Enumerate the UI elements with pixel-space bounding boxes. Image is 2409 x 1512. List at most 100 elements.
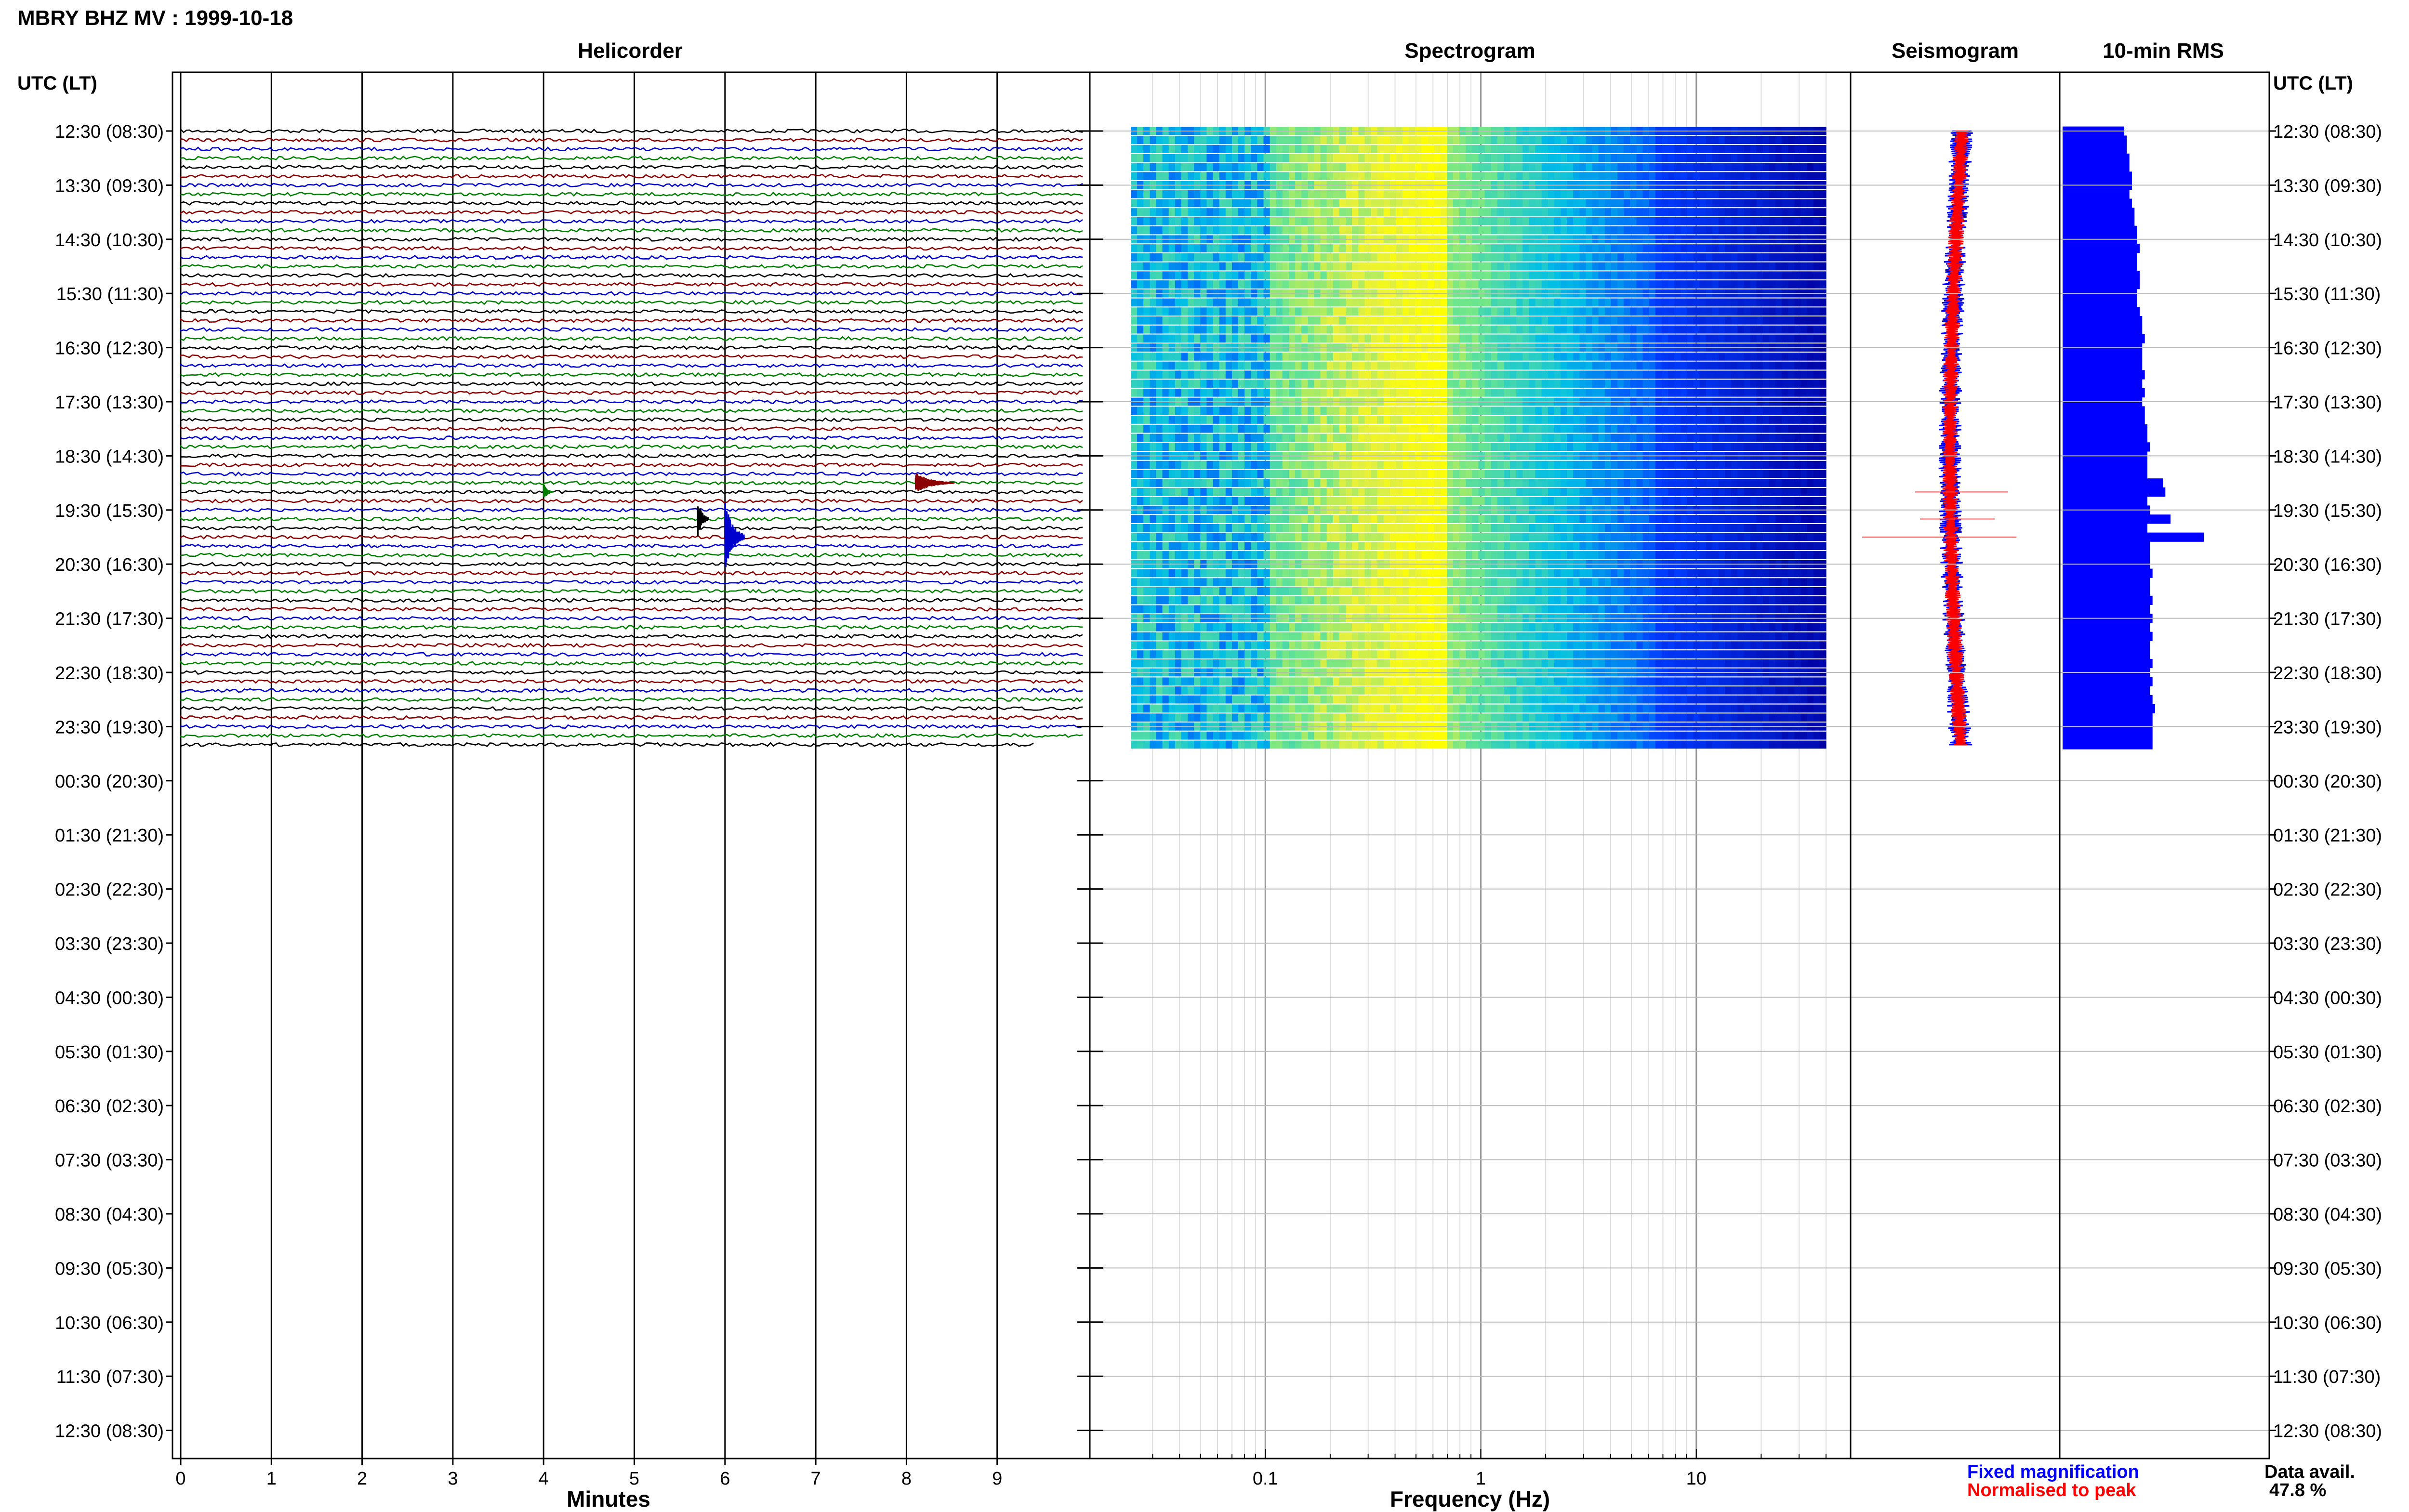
spectrogram-cell (1548, 271, 1555, 280)
spectrogram-cell (1143, 244, 1150, 252)
spectrogram-cell (1782, 353, 1788, 361)
spectrogram-cell (1573, 515, 1580, 523)
spectrogram-cell (1371, 280, 1378, 289)
spectrogram-cell (1478, 407, 1485, 415)
spectrogram-cell (1466, 407, 1472, 415)
spectrogram-cell (1800, 407, 1808, 415)
spectrogram-cell (1206, 479, 1214, 487)
spectrogram-cell (1586, 370, 1593, 379)
spectrogram-cell (1661, 316, 1668, 325)
spectrogram-cell (1769, 226, 1776, 235)
spectrogram-cell (1529, 298, 1536, 307)
spectrogram-cell (1750, 217, 1757, 225)
spectrogram-cell (1459, 380, 1466, 388)
spectrogram-cell (1339, 434, 1346, 442)
spectrogram-cell (1598, 443, 1605, 451)
spectrogram-cell (1668, 460, 1675, 469)
spectrogram-cell (1800, 307, 1808, 316)
spectrogram-cell (1263, 172, 1271, 180)
spectrogram-cell (1655, 262, 1662, 271)
spectrogram-cell (1567, 226, 1574, 235)
spectrogram-cell (1693, 244, 1700, 252)
spectrogram-cell (1522, 199, 1529, 208)
spectrogram-cell (1434, 388, 1441, 397)
spectrogram-cell (1762, 154, 1770, 162)
spectrogram-cell (1466, 253, 1472, 262)
spectrogram-cell (1396, 172, 1403, 180)
spectrogram-cell (1194, 353, 1201, 361)
spectrogram-cell (1800, 388, 1808, 397)
spectrogram-cell (1257, 316, 1264, 325)
spectrogram-cell (1143, 460, 1150, 469)
spectrogram-cell (1573, 443, 1580, 451)
spectrogram-cell (1421, 443, 1429, 451)
spectrogram-cell (1478, 443, 1485, 451)
spectrogram-cell (1409, 316, 1416, 325)
spectrogram-cell (1301, 443, 1308, 451)
spectrogram-cell (1238, 479, 1245, 487)
spectrogram-cell (1478, 515, 1485, 523)
spectrogram-cell (1213, 479, 1220, 487)
spectrogram-cell (1807, 145, 1814, 153)
spectrogram-cell (1750, 353, 1757, 361)
spectrogram-cell (1649, 416, 1656, 424)
spectrogram-cell (1586, 515, 1593, 523)
spectrogram-cell (1522, 253, 1529, 262)
spectrogram-cell (1681, 488, 1687, 496)
spectrogram-cell (1642, 470, 1650, 478)
spectrogram-cell (1497, 298, 1504, 307)
spectrogram-cell (1630, 280, 1637, 289)
spectrogram-cell (1396, 361, 1403, 370)
spectrogram-cell (1371, 217, 1378, 225)
spectrogram-cell (1573, 172, 1580, 180)
spectrogram-cell (1561, 145, 1567, 153)
spectrogram-cell (1396, 298, 1403, 307)
spectrogram-cell (1535, 443, 1542, 451)
spectrogram-cell (1181, 253, 1188, 262)
spectrogram-cell (1200, 443, 1207, 451)
spectrogram-cell (1200, 388, 1207, 397)
spectrogram-cell (1624, 424, 1630, 433)
spectrogram-cell (1649, 316, 1656, 325)
spectrogram-cell (1737, 262, 1744, 271)
spectrogram-cell (1725, 226, 1732, 235)
spectrogram-cell (1813, 316, 1820, 325)
spectrogram-cell (1409, 470, 1416, 478)
spectrogram-cell (1143, 172, 1150, 180)
spectrogram-cell (1800, 424, 1808, 433)
spectrogram-cell (1604, 154, 1612, 162)
spectrogram-cell (1314, 380, 1321, 388)
spectrogram-cell (1807, 154, 1814, 162)
spectrogram-cell (1484, 199, 1492, 208)
spectrogram-cell (1289, 226, 1296, 235)
spectrogram-cell (1364, 488, 1372, 496)
spectrogram-cell (1819, 407, 1827, 415)
spectrogram-cell (1453, 280, 1460, 289)
spectrogram-cell (1548, 172, 1555, 180)
helicorder-trace (180, 255, 1083, 260)
spectrogram-cell (1263, 244, 1271, 252)
spectrogram-cell (1744, 244, 1751, 252)
spectrogram-cell (1642, 145, 1650, 153)
spectrogram-cell (1200, 172, 1207, 180)
spectrogram-cell (1333, 136, 1340, 145)
spectrogram-cell (1409, 262, 1416, 271)
spectrogram-cell (1706, 361, 1713, 370)
spectrogram-cell (1219, 226, 1226, 235)
spectrogram-cell (1579, 353, 1587, 361)
spectrogram-cell (1459, 325, 1466, 334)
spectrogram-cell (1244, 407, 1251, 415)
spectrogram-cell (1440, 217, 1447, 225)
spectrogram-cell (1446, 244, 1454, 252)
spectrogram-cell (1314, 163, 1321, 171)
spectrogram-cell (1219, 253, 1226, 262)
spectrogram-cell (1668, 325, 1675, 334)
spectrogram-cell (1364, 434, 1372, 442)
spectrogram-cell (1668, 280, 1675, 289)
spectrogram-cell (1162, 353, 1169, 361)
spectrogram-cell (1813, 145, 1820, 153)
spectrogram-cell (1263, 190, 1271, 198)
spectrogram-cell (1213, 199, 1220, 208)
spectrogram-cell (1137, 325, 1144, 334)
spectrogram-cell (1181, 154, 1188, 162)
